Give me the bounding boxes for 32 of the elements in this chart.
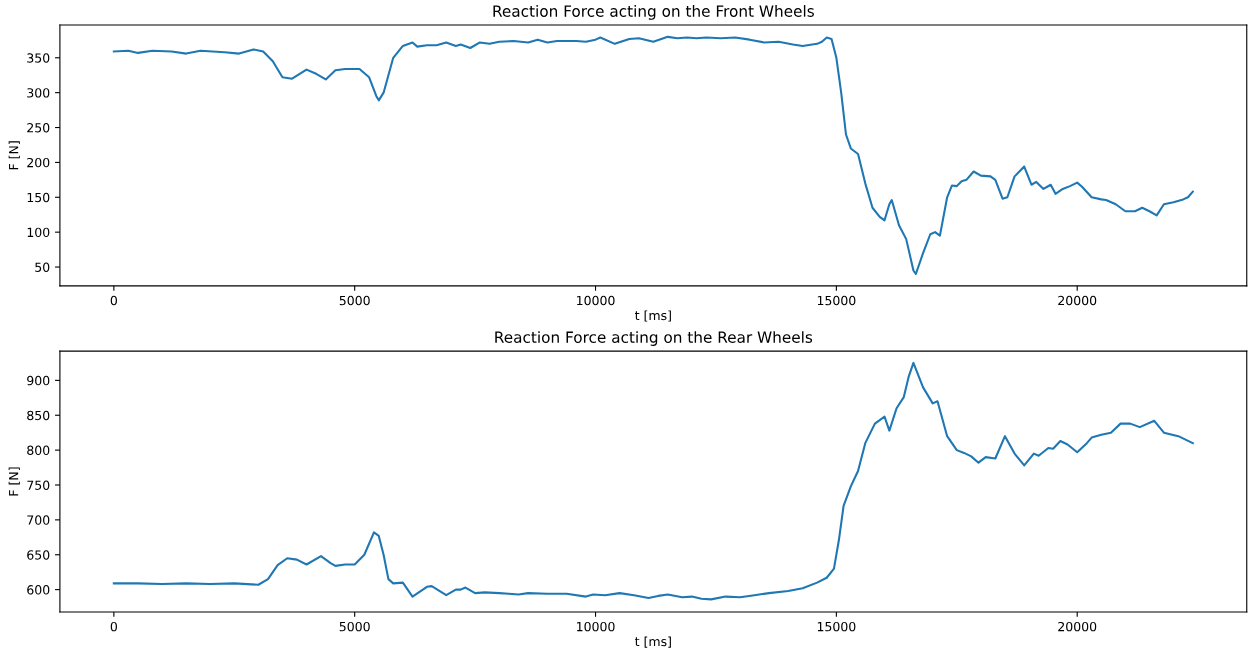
x-axis-title: t [ms]: [635, 636, 671, 648]
y-tick-label: 200: [27, 157, 50, 168]
y-tick-label: 850: [27, 410, 50, 421]
y-tick-label: 50: [35, 262, 50, 272]
x-tick-label: 10000: [577, 295, 615, 306]
y-tick-label: 350: [27, 53, 50, 63]
x-axis-title: t [ms]: [635, 310, 671, 322]
x-tick-label: 20000: [1058, 295, 1097, 306]
x-tick-label: 20000: [1058, 621, 1097, 632]
x-tick-label: 0: [110, 295, 117, 306]
chart-title: Reaction Force acting on the Front Wheels: [493, 5, 814, 20]
y-tick-label: 150: [27, 192, 50, 203]
y-tick-label: 100: [27, 227, 50, 238]
y-tick-label: 800: [27, 445, 50, 456]
y-axis-title: F [N]: [8, 467, 20, 496]
y-tick-label: 700: [27, 515, 50, 525]
y-tick-label: 600: [27, 585, 50, 595]
line-series: [112, 361, 1194, 601]
x-tick-label: 5000: [339, 621, 370, 632]
y-tick-label: 650: [27, 550, 50, 560]
x-tick-label: 5000: [339, 295, 370, 306]
x-tick-label: 10000: [577, 621, 615, 632]
y-tick-label: 300: [27, 88, 50, 98]
line-series: [112, 35, 1194, 276]
x-tick-label: 0: [110, 621, 117, 632]
y-axis-title: F [N]: [8, 141, 20, 170]
x-tick-label: 15000: [817, 295, 856, 306]
y-tick-label: 900: [27, 375, 50, 386]
y-tick-label: 750: [27, 480, 50, 490]
x-tick-label: 15000: [817, 621, 856, 632]
chart-title: Reaction Force acting on the Rear Wheels: [495, 331, 813, 346]
y-tick-label: 250: [27, 123, 50, 133]
